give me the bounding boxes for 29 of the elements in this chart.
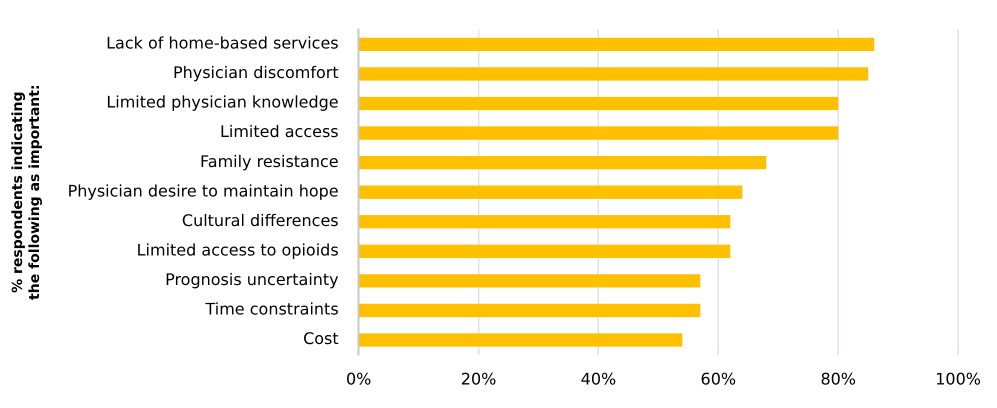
y-tick-label: Family resistance xyxy=(200,152,339,171)
x-tick-label: 0% xyxy=(346,370,372,389)
x-tick-label: 60% xyxy=(700,370,736,389)
bar xyxy=(359,333,682,347)
bar xyxy=(359,126,838,140)
y-tick-label: Lack of home-based services xyxy=(106,34,339,53)
bar xyxy=(359,304,700,318)
y-tick-label: Prognosis uncertainty xyxy=(165,270,339,290)
bar xyxy=(359,38,874,52)
y-tick-label: Physician desire to maintain hope xyxy=(68,181,339,200)
x-tick-label: 80% xyxy=(820,370,856,389)
bar xyxy=(359,244,730,258)
bar xyxy=(359,67,868,81)
bar xyxy=(359,274,700,288)
bar xyxy=(359,96,838,110)
y-tick-label: Limited access xyxy=(220,122,339,142)
y-axis-title: % respondents indicating the following as important: xyxy=(10,84,43,300)
bar xyxy=(359,156,766,170)
y-tick-label: Cultural differences xyxy=(182,210,339,230)
y-tick-label: Time constraints xyxy=(204,300,339,319)
x-tick-label: 40% xyxy=(580,370,616,389)
x-tick-label: 100% xyxy=(935,370,982,389)
y-tick-label: Physician discomfort xyxy=(172,63,339,82)
bar xyxy=(359,215,730,228)
bar xyxy=(359,186,742,199)
y-tick-label: Limited access to opioids xyxy=(136,240,339,260)
y-tick-label: Cost xyxy=(303,329,339,348)
x-tick-label: 20% xyxy=(460,370,496,389)
y-tick-label: Limited physician knowledge xyxy=(106,92,339,112)
